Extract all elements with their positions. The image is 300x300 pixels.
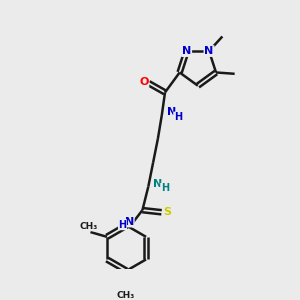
Text: H: H	[174, 112, 182, 122]
Text: CH₃: CH₃	[80, 222, 98, 231]
Text: S: S	[163, 207, 171, 217]
Text: H: H	[161, 183, 169, 193]
Text: N: N	[167, 107, 176, 117]
Text: N: N	[182, 46, 191, 56]
Text: N: N	[205, 46, 214, 56]
Text: O: O	[139, 77, 148, 87]
Text: N: N	[124, 217, 134, 226]
Text: H: H	[118, 220, 127, 230]
Text: CH₃: CH₃	[116, 291, 134, 300]
Text: N: N	[153, 178, 162, 189]
